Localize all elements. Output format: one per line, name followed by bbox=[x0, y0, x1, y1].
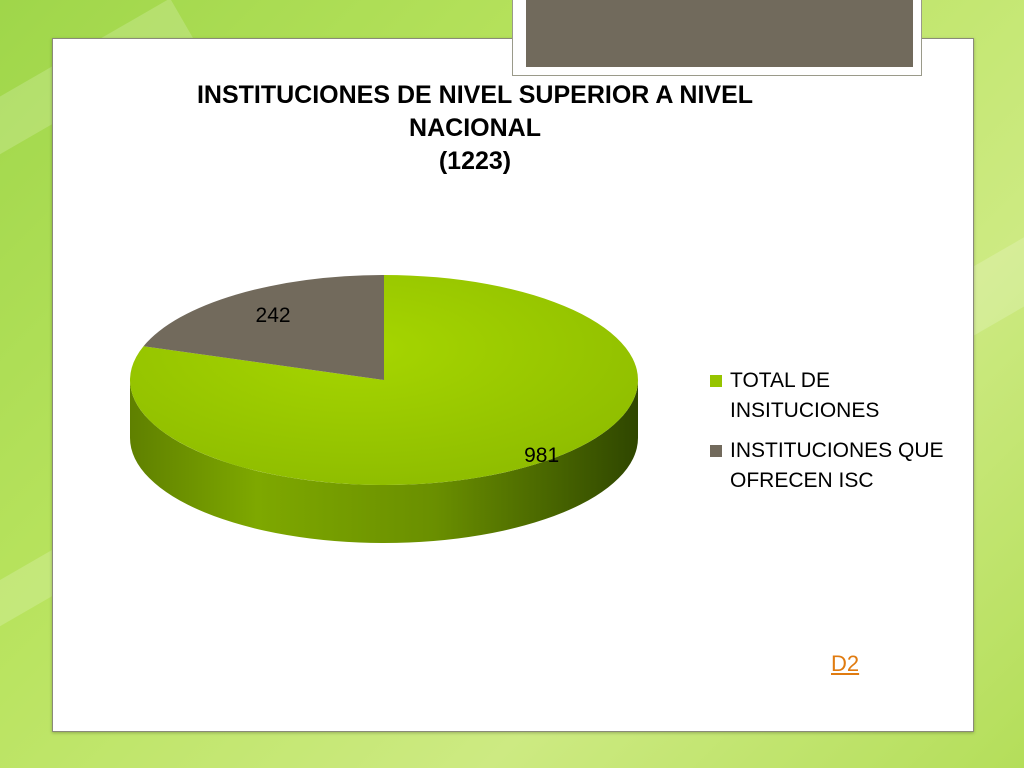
pie-slice-1 bbox=[143, 275, 384, 380]
header-tab-fill bbox=[526, 0, 913, 67]
chart-legend: TOTAL DE INSITUCIONES INSTITUCIONES QUE … bbox=[710, 366, 980, 506]
legend-swatch bbox=[710, 375, 722, 387]
pie-side-wall bbox=[130, 380, 638, 543]
chart-title-line: INSTITUCIONES DE NIVEL SUPERIOR A NIVEL bbox=[196, 81, 754, 109]
d2-link[interactable]: D2 bbox=[831, 651, 860, 676]
legend-item-isc: INSTITUCIONES QUE OFRECEN ISC bbox=[710, 436, 980, 496]
chart-title-line: (1223) bbox=[438, 147, 512, 175]
header-tab bbox=[512, 0, 922, 76]
legend-item-total: TOTAL DE INSITUCIONES bbox=[710, 366, 980, 426]
pie-top bbox=[129, 275, 638, 485]
chart-title: INSTITUCIONES DE NIVEL SUPERIOR A NIVEL … bbox=[170, 79, 780, 178]
pie-side bbox=[130, 380, 638, 543]
data-label-isc: 242 bbox=[255, 303, 291, 327]
data-label-total: 981 bbox=[524, 444, 560, 468]
legend-swatch bbox=[710, 445, 722, 457]
legend-label: INSTITUCIONES QUE OFRECEN ISC bbox=[730, 439, 944, 492]
legend-label: TOTAL DE INSITUCIONES bbox=[730, 369, 880, 422]
chart-title-line: NACIONAL bbox=[409, 114, 541, 142]
